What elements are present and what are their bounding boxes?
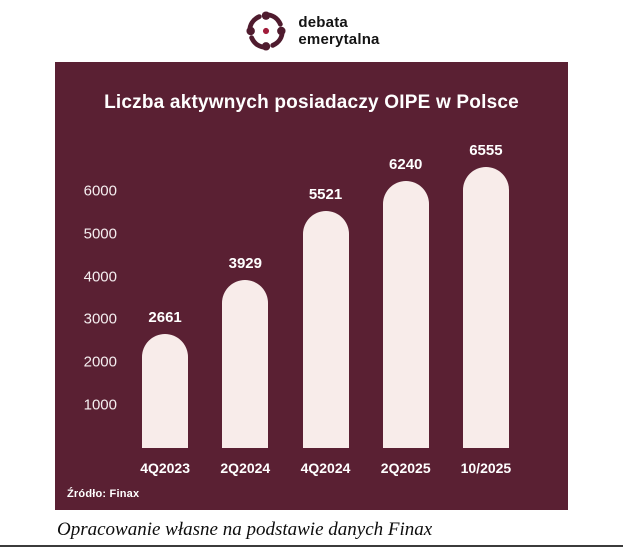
bar bbox=[222, 279, 269, 448]
x-axis: 4Q2023 2Q2024 4Q2024 2Q2025 10/2025 bbox=[125, 460, 526, 476]
header: debata emerytalna bbox=[0, 0, 623, 62]
y-tick-label: 3000 bbox=[83, 310, 117, 328]
bar-column: 6240 bbox=[366, 148, 446, 448]
y-axis: 1000 2000 3000 4000 5000 6000 bbox=[67, 148, 125, 448]
y-tick-label: 4000 bbox=[83, 268, 117, 286]
bar bbox=[382, 180, 429, 448]
bar-value-label: 5521 bbox=[308, 186, 343, 204]
chart-body: 1000 2000 3000 4000 5000 6000 2661 3929 5521 624… bbox=[67, 142, 526, 448]
bar bbox=[302, 211, 349, 448]
x-tick-label: 2Q2025 bbox=[380, 460, 431, 476]
bar-value-label: 6240 bbox=[389, 155, 423, 173]
plot-area: 2661 3929 5521 6240 6555 bbox=[125, 142, 526, 448]
bar bbox=[462, 167, 509, 448]
bar bbox=[142, 333, 189, 448]
caption: Opracowanie własne na podstawie danych F… bbox=[57, 519, 433, 540]
x-tick-label: 4Q2024 bbox=[300, 460, 351, 476]
chart-panel: Liczba aktywnych posiadaczy OIPE w Polsc… bbox=[55, 62, 568, 510]
logo-text: debata emerytalna bbox=[298, 14, 379, 49]
logo-line1: debata bbox=[298, 13, 348, 31]
bottom-divider bbox=[0, 545, 623, 547]
y-tick-label: 2000 bbox=[83, 353, 117, 371]
logo-center-dot bbox=[263, 27, 270, 35]
bar-value-label: 6555 bbox=[469, 142, 503, 160]
debata-emerytalna-logo-icon bbox=[243, 8, 289, 54]
x-tick-label: 4Q2023 bbox=[140, 460, 191, 476]
bar-column: 3929 bbox=[205, 148, 285, 448]
bar-column: 2661 bbox=[125, 148, 205, 448]
logo-line2: emerytalna bbox=[298, 31, 380, 48]
y-tick-label: 6000 bbox=[83, 182, 117, 200]
x-tick-label: 2Q2024 bbox=[220, 460, 271, 476]
y-tick-label: 5000 bbox=[83, 225, 117, 243]
bar-column: 6555 bbox=[446, 142, 526, 448]
chart-title: Liczba aktywnych posiadaczy OIPE w Polsc… bbox=[104, 92, 519, 113]
bar-value-label: 3929 bbox=[228, 254, 262, 272]
x-tick-label: 10/2025 bbox=[460, 460, 512, 476]
bar-value-label: 2661 bbox=[148, 308, 182, 326]
chart-source: Źródło: Finax bbox=[67, 488, 140, 500]
y-tick-label: 1000 bbox=[83, 396, 117, 414]
bar-column: 5521 bbox=[285, 148, 365, 448]
